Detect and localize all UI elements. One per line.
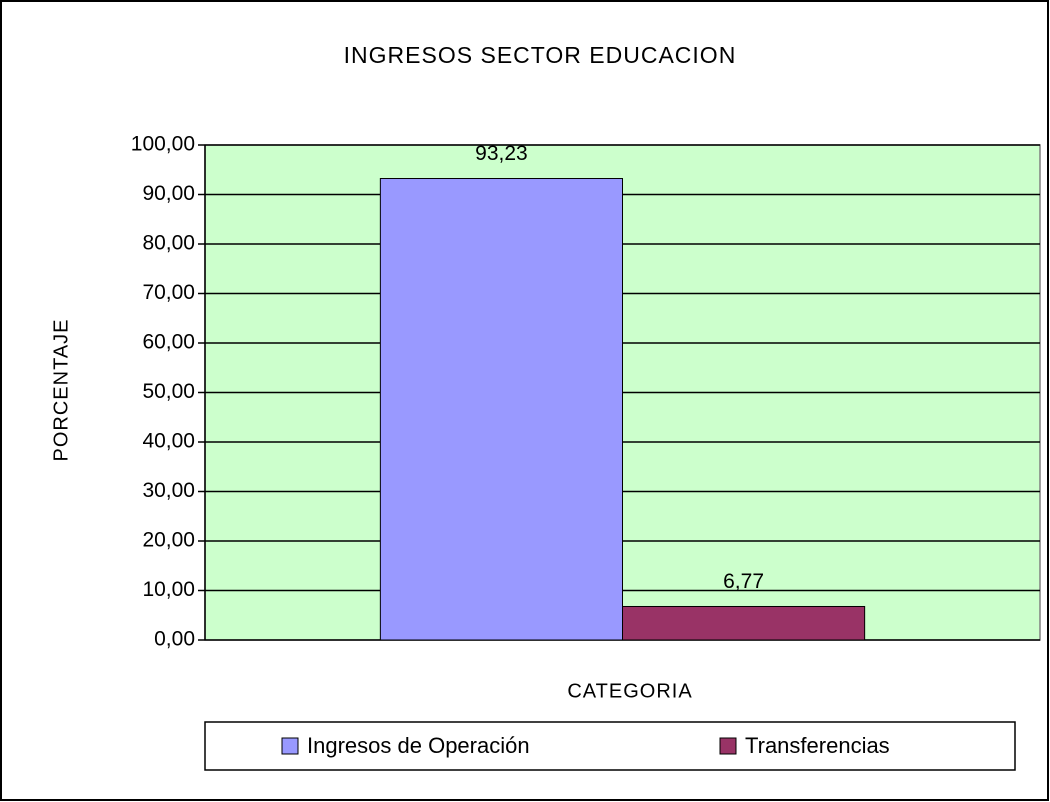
bar [622, 605, 866, 641]
legend-swatch [281, 737, 299, 755]
y-tick-label: 100,00 [131, 133, 195, 156]
legend-label: Ingresos de Operación [307, 733, 530, 758]
y-tick-label: 80,00 [142, 232, 195, 255]
y-axis-label: PORCENTAJE [50, 319, 72, 462]
y-tick-label: 20,00 [142, 529, 195, 552]
legend-label: Transferencias [745, 733, 890, 758]
y-tick-label: 30,00 [142, 479, 195, 502]
x-axis-label: CATEGORIA [567, 680, 692, 702]
bar [379, 178, 623, 641]
data-label: 93,23 [475, 142, 528, 165]
legend-swatch [719, 737, 737, 755]
chart-title: INGRESOS SECTOR EDUCACION [344, 42, 737, 68]
legend-box [204, 721, 1016, 771]
data-label: 6,77 [723, 570, 764, 593]
y-tick-label: 40,00 [142, 430, 195, 453]
y-tick-label: 70,00 [142, 281, 195, 304]
y-tick-label: 50,00 [142, 380, 195, 403]
y-tick-label: 0,00 [154, 628, 195, 651]
y-tick-label: 90,00 [142, 182, 195, 205]
y-tick-label: 10,00 [142, 578, 195, 601]
y-tick-label: 60,00 [142, 331, 195, 354]
